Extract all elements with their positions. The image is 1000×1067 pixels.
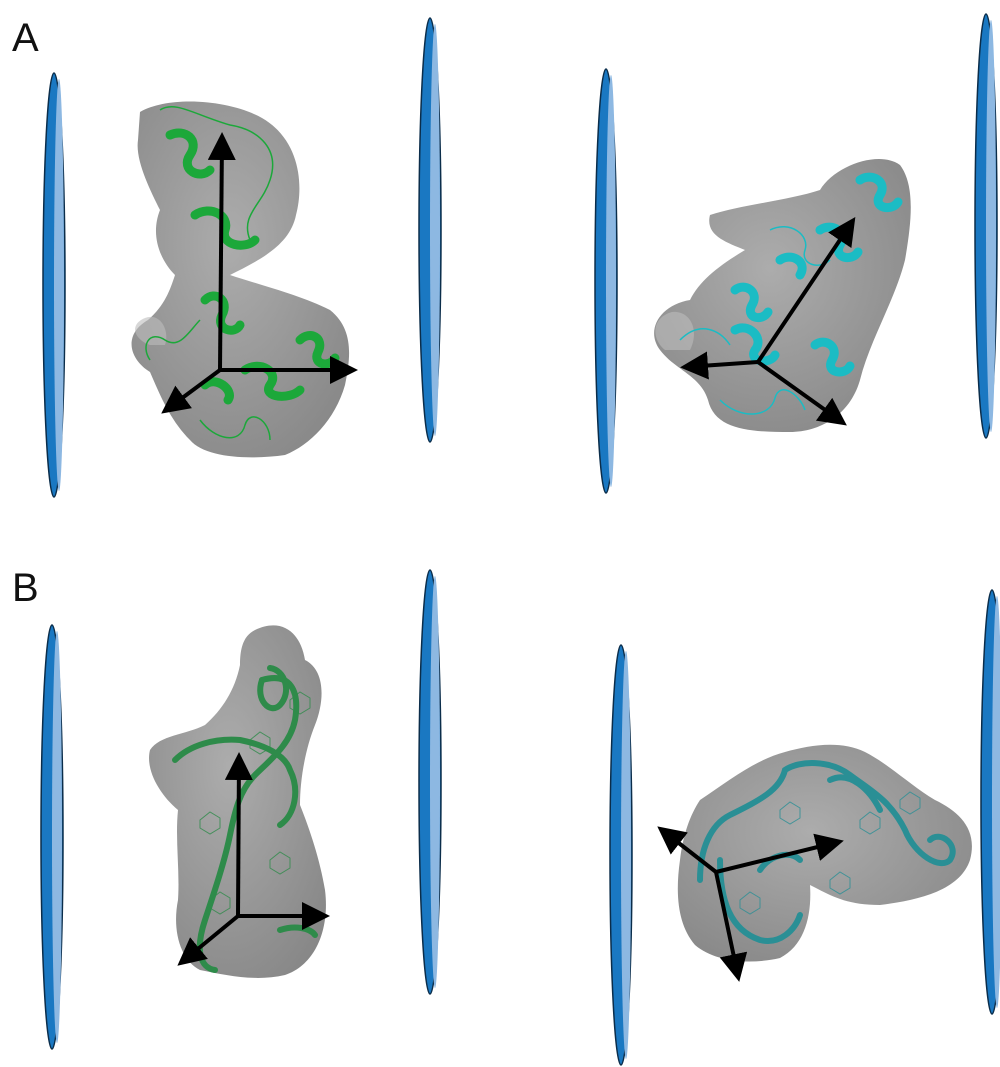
membrane-plate-icon: [42, 72, 66, 498]
membrane-plate-icon: [609, 644, 633, 1066]
protein-cyan-molecule: [654, 159, 911, 432]
axes-arrow-icon: [177, 752, 330, 966]
membrane-plate-icon: [980, 589, 1000, 1015]
membrane-plate-icon: [418, 569, 442, 995]
membrane-plate-icon: [418, 17, 442, 443]
panel-label-b: B: [12, 566, 39, 610]
membrane-plate-icon: [594, 68, 618, 494]
protein-green-molecule: [131, 101, 350, 458]
axes-arrow-icon: [161, 132, 358, 414]
axes-arrow-icon: [657, 826, 844, 982]
membrane-plate-icon: [40, 624, 64, 1050]
panel-b: [40, 569, 1000, 1066]
axes-arrow-icon: [680, 217, 856, 426]
panel-a: [42, 13, 998, 498]
panel-label-a: A: [12, 16, 39, 60]
rna-teal-molecule: [677, 744, 972, 962]
membrane-plate-icon: [974, 13, 998, 439]
